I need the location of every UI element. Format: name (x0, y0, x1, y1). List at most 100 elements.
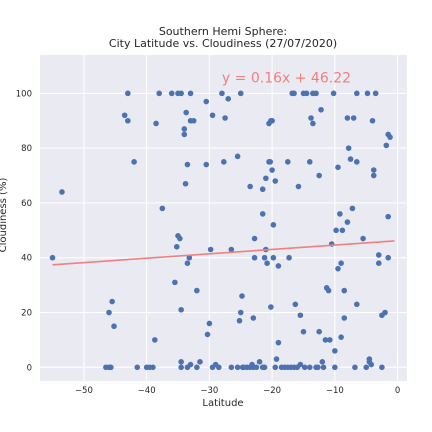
data-point (273, 356, 280, 362)
data-point (269, 117, 275, 124)
data-point (121, 112, 128, 119)
data-point (212, 361, 219, 368)
data-point (354, 159, 360, 165)
data-point (228, 246, 235, 253)
data-point (325, 287, 332, 294)
data-point (59, 189, 65, 195)
data-point (318, 106, 324, 113)
x-tick-label: −50 (75, 386, 93, 396)
data-point (275, 263, 282, 269)
data-point (190, 117, 197, 124)
data-point (264, 260, 270, 267)
data-point (341, 287, 348, 294)
data-point (341, 315, 348, 321)
data-points (49, 90, 393, 371)
data-point (153, 120, 159, 127)
data-point (239, 293, 245, 299)
data-point (339, 227, 346, 234)
data-point (320, 364, 327, 371)
data-point (379, 364, 385, 371)
data-point (203, 98, 210, 105)
data-point (332, 364, 338, 371)
data-point (108, 364, 114, 371)
y-tick-label: 80 (21, 144, 32, 154)
data-point (338, 260, 344, 267)
data-point (275, 339, 282, 346)
data-point (382, 309, 388, 316)
data-point (344, 219, 351, 225)
y-tick-label: 20 (21, 309, 32, 319)
data-point (352, 364, 358, 371)
data-point (387, 134, 393, 140)
data-point (313, 90, 319, 97)
data-point (168, 90, 175, 97)
data-point (347, 156, 354, 162)
data-point (131, 159, 137, 165)
data-point (261, 254, 268, 261)
data-point (125, 117, 131, 124)
data-point (178, 90, 184, 97)
data-point (253, 364, 260, 371)
data-point (272, 364, 279, 371)
data-point (187, 361, 194, 368)
y-tick-label: 40 (21, 254, 32, 264)
x-tick-label: −30 (200, 386, 218, 396)
data-point (247, 183, 253, 190)
data-point (49, 254, 56, 261)
data-point (237, 90, 244, 97)
chart-title-line1: Southern Hemi Sphere: (159, 25, 287, 38)
data-point (370, 167, 377, 173)
data-point (219, 90, 225, 97)
data-point (181, 126, 188, 132)
data-point (322, 337, 329, 343)
data-point (187, 90, 194, 97)
x-tick-label: −40 (138, 386, 156, 396)
data-point (295, 183, 302, 190)
data-point (308, 115, 314, 121)
data-point (354, 90, 360, 97)
data-point (222, 115, 228, 121)
data-point (228, 364, 235, 371)
data-point (370, 172, 377, 179)
data-point (194, 287, 200, 294)
data-point (335, 265, 341, 272)
data-point (256, 359, 263, 365)
data-point (178, 306, 184, 313)
data-point (368, 361, 375, 368)
y-tick-label: 0 (27, 363, 32, 373)
plot-area (40, 55, 407, 381)
data-point (383, 142, 390, 149)
data-point (297, 312, 304, 319)
data-point (306, 159, 313, 165)
data-point (221, 159, 227, 165)
data-point (186, 254, 193, 261)
data-point (333, 227, 339, 234)
data-point (150, 364, 156, 371)
data-point (350, 115, 357, 121)
data-point (251, 235, 258, 242)
x-tick-label: −10 (326, 386, 344, 396)
data-point (234, 153, 241, 160)
data-point (263, 175, 269, 182)
data-point (111, 323, 117, 330)
data-point (301, 364, 308, 371)
data-point (236, 317, 243, 324)
data-point (209, 112, 216, 119)
data-point (173, 243, 180, 250)
data-point (182, 180, 189, 187)
data-point (184, 161, 191, 168)
data-point (315, 364, 321, 371)
data-point (300, 328, 307, 335)
data-point (206, 320, 213, 327)
data-point (327, 337, 333, 343)
data-point (364, 90, 371, 97)
data-point (172, 279, 178, 286)
data-point (125, 90, 131, 97)
data-point (303, 90, 310, 97)
x-axis-label: Latitude (202, 398, 243, 409)
x-tick-label: −20 (263, 386, 281, 396)
data-point (291, 90, 297, 97)
data-point (259, 186, 266, 193)
data-point (237, 309, 244, 316)
